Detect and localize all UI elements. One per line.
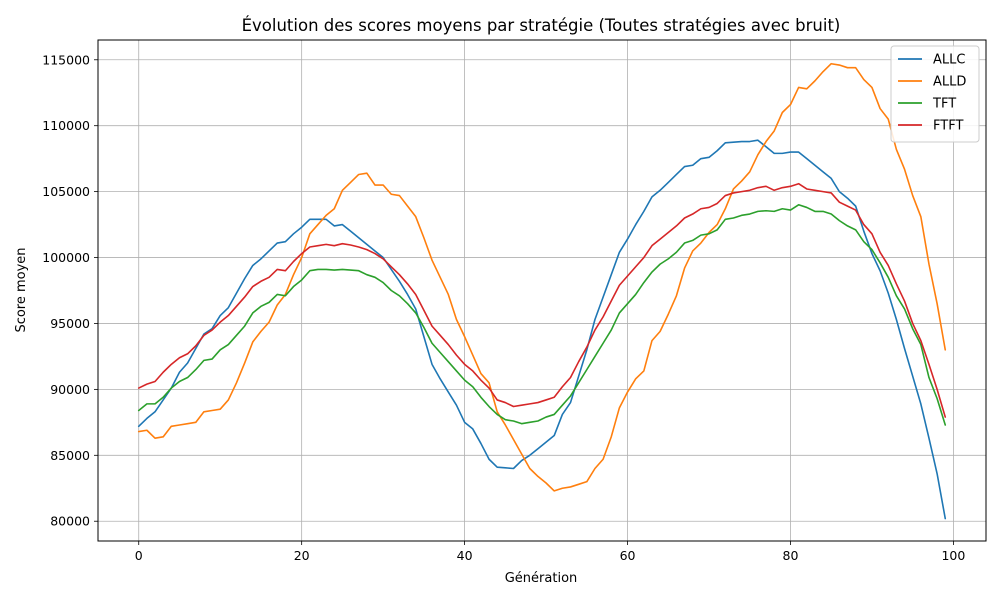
series-lines	[137, 62, 947, 520]
x-axis-label: Génération	[505, 571, 578, 586]
y-tick-label: 105000	[42, 184, 90, 199]
axis-ticks: 0 20 40 60 80 100 80000 85000 90000 95000 100000 10…	[42, 52, 965, 563]
y-tick-label: 85000	[50, 448, 90, 463]
plot-frame	[97, 39, 987, 542]
y-axis-label: Score moyen	[14, 247, 29, 332]
y-tick-label: 95000	[50, 316, 90, 331]
legend-label-alld: ALLD	[933, 75, 966, 90]
grid	[98, 40, 986, 541]
x-tick-label: 100	[941, 548, 965, 563]
x-tick-label: 60	[620, 548, 636, 563]
x-tick-label: 20	[294, 548, 310, 563]
y-tick-label: 80000	[50, 514, 90, 529]
series-line-allc	[137, 139, 947, 520]
y-tick-label: 90000	[50, 382, 90, 397]
legend-label-allc: ALLC	[933, 53, 965, 68]
series-line-tft	[137, 204, 947, 426]
series-line-alld	[137, 62, 947, 492]
x-tick-label: 0	[135, 548, 143, 563]
y-tick-label: 100000	[42, 250, 90, 265]
legend: ALLC ALLD TFT FTFT	[890, 45, 980, 143]
chart-title: Évolution des scores moyens par stratégi…	[242, 16, 841, 35]
series-line-ftft	[137, 182, 947, 418]
x-tick-label: 40	[457, 548, 473, 563]
y-tick-label: 115000	[42, 52, 90, 67]
legend-label-ftft: FTFT	[933, 119, 963, 134]
x-tick-label: 80	[783, 548, 799, 563]
legend-box	[890, 45, 980, 143]
legend-label-tft: TFT	[932, 97, 956, 112]
y-tick-label: 110000	[42, 118, 90, 133]
